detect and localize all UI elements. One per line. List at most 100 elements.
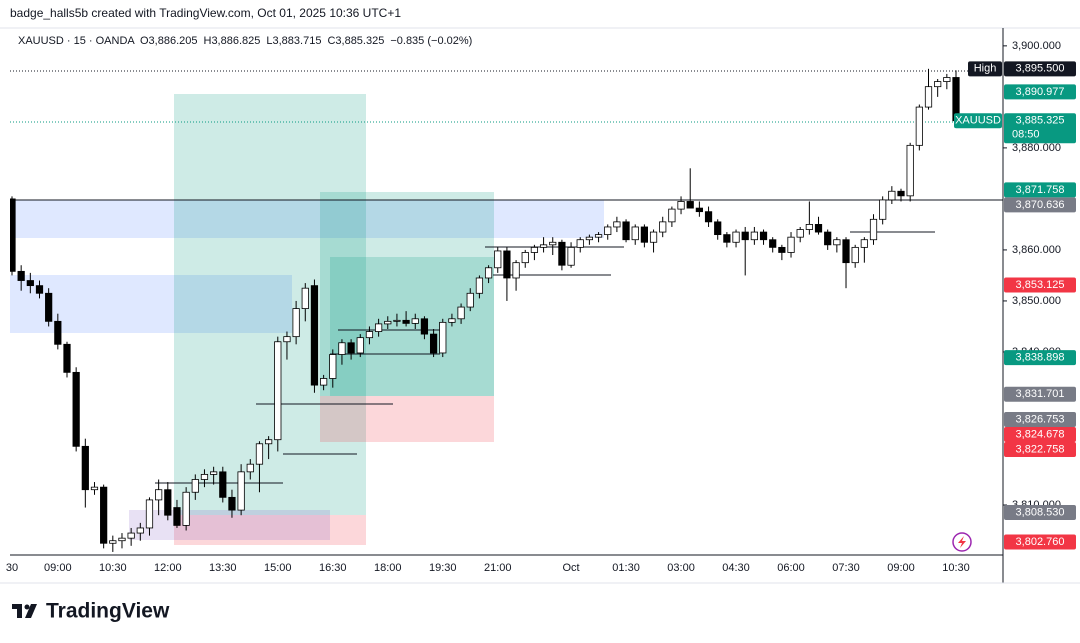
candle-body <box>356 337 364 354</box>
price-label-box <box>1004 427 1076 443</box>
candle-body <box>374 323 383 332</box>
bolt-icon <box>952 532 972 552</box>
price-label: 3,802.760 <box>1016 536 1065 548</box>
candle-body <box>521 252 529 264</box>
candle-body <box>842 239 850 264</box>
candle-body <box>191 479 199 493</box>
candle-body <box>72 371 80 447</box>
zone <box>10 200 604 238</box>
icon-ring <box>952 532 972 552</box>
price-label: 3,870.636 <box>1016 199 1065 211</box>
candle-body <box>100 486 108 544</box>
x-tick-label: 03:00 <box>667 562 695 574</box>
symbol: XAUUSD · 15 · OANDA <box>18 35 135 47</box>
candle-body <box>530 246 539 253</box>
candle-body <box>484 267 493 279</box>
candle-body <box>824 231 832 246</box>
candle-body <box>457 306 465 320</box>
candle-body <box>567 246 575 266</box>
candle-body <box>210 471 218 475</box>
axes: 3,900.0003,880.0003,860.0003,850.0003,84… <box>6 40 1076 574</box>
candle-body <box>594 234 603 238</box>
candle-body <box>118 537 126 542</box>
candle-body <box>384 320 392 325</box>
price-tag: High <box>974 63 997 75</box>
candle-body <box>301 287 309 309</box>
price-label-box <box>1004 197 1076 213</box>
candle-body <box>420 318 429 335</box>
candle-body <box>10 198 16 272</box>
candle-body <box>805 224 813 230</box>
candle-body <box>90 486 99 491</box>
candle-body <box>200 473 209 480</box>
x-tick-label: 09:00 <box>44 562 72 574</box>
x-tick-label: Oct <box>563 562 580 574</box>
candle-body <box>943 77 951 82</box>
x-tick-label: 10:30 <box>942 562 970 574</box>
price-label-box <box>1004 61 1076 77</box>
candle-body <box>659 221 667 233</box>
candle-body <box>155 489 163 501</box>
candle-body <box>81 445 89 491</box>
candle-body <box>164 489 172 516</box>
candle-body <box>283 336 291 343</box>
candle-body <box>686 201 694 209</box>
price-label: 3,890.977 <box>1016 86 1065 98</box>
y-tick-label: 3,860.000 <box>1012 244 1061 256</box>
position-profit <box>174 94 366 515</box>
candle-body <box>631 226 639 241</box>
price-label-box <box>1004 113 1076 144</box>
candle-body <box>585 236 594 241</box>
candle-body <box>127 532 135 539</box>
candle-body <box>622 221 630 241</box>
x-tick-label: 06:00 <box>777 562 805 574</box>
candle-body <box>503 250 511 279</box>
candle-body <box>924 86 933 108</box>
candle-body <box>915 106 923 146</box>
price-label: 3,838.898 <box>1016 351 1065 363</box>
logo-dot <box>24 604 30 610</box>
candle-body <box>320 378 328 386</box>
candle-body <box>934 81 942 88</box>
candle-body <box>668 208 676 223</box>
candle-body <box>704 211 713 223</box>
candle-body <box>17 270 25 281</box>
price-label: 3,831.701 <box>1016 388 1065 400</box>
position-profit <box>320 192 494 396</box>
candle-body <box>879 199 887 220</box>
candle-body <box>494 250 502 269</box>
candle-body <box>292 308 300 338</box>
candle-body <box>329 354 337 379</box>
legend-value: L3,883.715 <box>266 35 321 47</box>
position-loss <box>320 396 494 442</box>
candle-body <box>732 231 740 243</box>
logo-mark <box>12 604 37 618</box>
candle-body <box>759 231 768 241</box>
candle-body <box>677 201 685 210</box>
candle-body <box>888 190 896 201</box>
candle-body <box>429 333 438 354</box>
price-label-box <box>1004 182 1076 198</box>
candle-body <box>393 319 401 322</box>
candle-body <box>787 236 795 253</box>
candle-body <box>26 280 34 287</box>
drawings <box>10 70 1003 545</box>
candle-body <box>45 292 53 322</box>
price-label-box <box>1004 534 1076 550</box>
price-tag-box <box>954 113 1002 129</box>
candle-body <box>649 231 658 243</box>
candle-body <box>833 239 841 246</box>
y-tick-label: 3,850.000 <box>1012 295 1061 307</box>
x-tick-label: 16:30 <box>319 562 347 574</box>
candle-body <box>778 246 786 253</box>
x-tick-label: 13:30 <box>209 562 237 574</box>
x-tick-label: 04:30 <box>722 562 750 574</box>
candle-body <box>851 246 859 264</box>
candle-body <box>219 471 227 498</box>
candle-body <box>338 342 346 355</box>
price-tag-box <box>968 61 1002 77</box>
candle-body <box>906 144 914 197</box>
credit: badge_halls5b created with TradingView.c… <box>10 6 401 20</box>
